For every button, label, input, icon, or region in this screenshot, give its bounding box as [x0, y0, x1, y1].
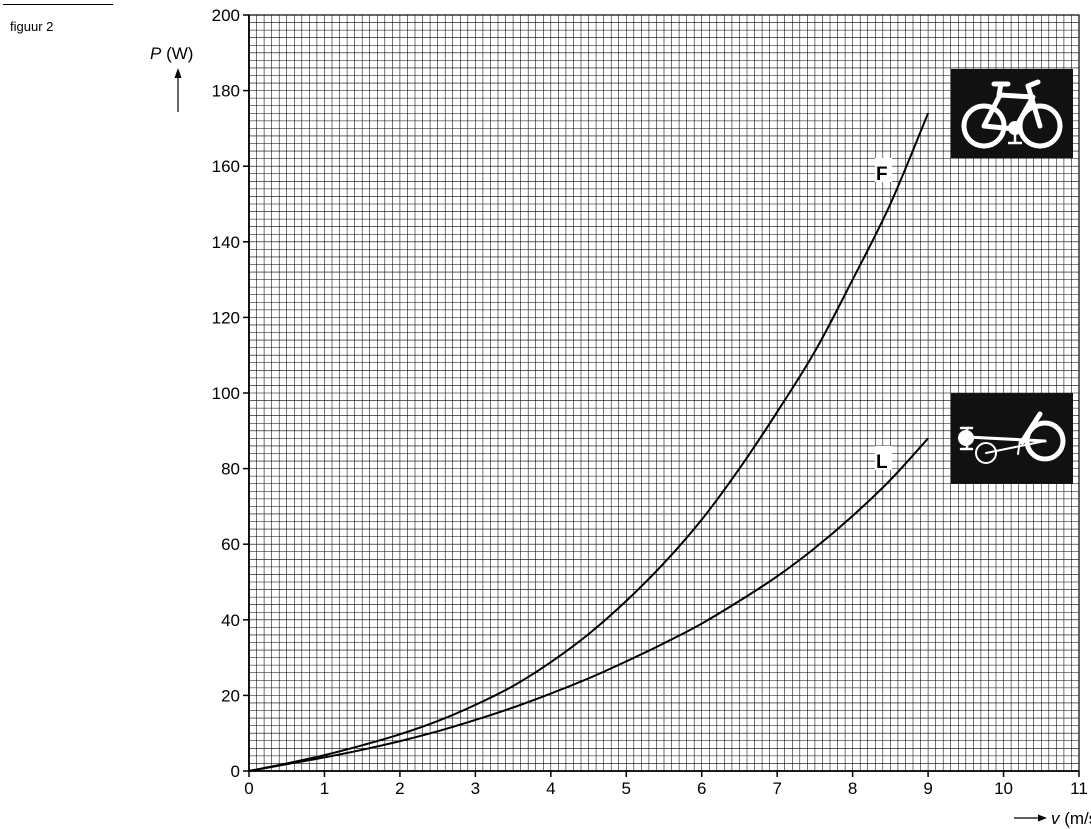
- svg-text:L: L: [876, 452, 888, 473]
- y-tick-label: 0: [231, 762, 240, 781]
- y-tick-label: 80: [221, 460, 240, 479]
- figure-label: figuur 2: [10, 19, 54, 34]
- y-tick-label: 40: [221, 611, 240, 630]
- x-axis-arrow: [1014, 814, 1047, 822]
- svg-text:F: F: [876, 164, 888, 185]
- series-line-F: [248, 112, 930, 772]
- series-line-L: [248, 437, 929, 772]
- grid: [249, 15, 1079, 771]
- y-tick-label: 60: [221, 535, 240, 554]
- y-tick-label: 20: [221, 686, 240, 705]
- x-tick-label: 9: [923, 779, 932, 798]
- x-axis-symbol: v: [1051, 809, 1061, 828]
- x-tick-label: 0: [244, 779, 253, 798]
- y-tick-label: 200: [212, 6, 240, 25]
- x-axis-unit: (m/s): [1060, 809, 1091, 828]
- y-tick-label: 120: [212, 308, 240, 327]
- axes: 0 1 2 3 4 5 6 7 8 9 10 11 0 20 40 60 80 100 120 140 160 180 20…: [212, 6, 1088, 798]
- x-tick-label: 6: [697, 779, 706, 798]
- x-tick-label: 2: [395, 779, 404, 798]
- y-axis-arrow: [174, 68, 182, 112]
- x-tick-label: 1: [320, 779, 329, 798]
- series-label-F: F: [875, 158, 892, 185]
- x-tick-label: 10: [994, 779, 1013, 798]
- x-tick-label: 4: [546, 779, 555, 798]
- upright-bicycle-icon: [951, 69, 1073, 158]
- series-label-L: L: [875, 446, 892, 473]
- figure-rule: [3, 4, 113, 5]
- series-lines: [248, 112, 930, 772]
- y-tick-label: 160: [212, 157, 240, 176]
- x-tick-label: 8: [848, 779, 857, 798]
- x-tick-label: 3: [471, 779, 480, 798]
- y-tick-label: 180: [212, 82, 240, 101]
- recumbent-bicycle-icon: [951, 393, 1073, 484]
- x-tick-label: 5: [622, 779, 631, 798]
- y-tick-label: 140: [212, 233, 240, 252]
- y-axis-unit: (W): [161, 44, 193, 63]
- y-tick-label: 100: [212, 384, 240, 403]
- y-axis-title: P (W): [150, 44, 193, 63]
- x-axis-title: v (m/s): [1051, 809, 1091, 828]
- x-tick-label: 7: [772, 779, 781, 798]
- y-axis-symbol: P: [150, 44, 162, 63]
- x-tick-label: 11: [1070, 779, 1088, 798]
